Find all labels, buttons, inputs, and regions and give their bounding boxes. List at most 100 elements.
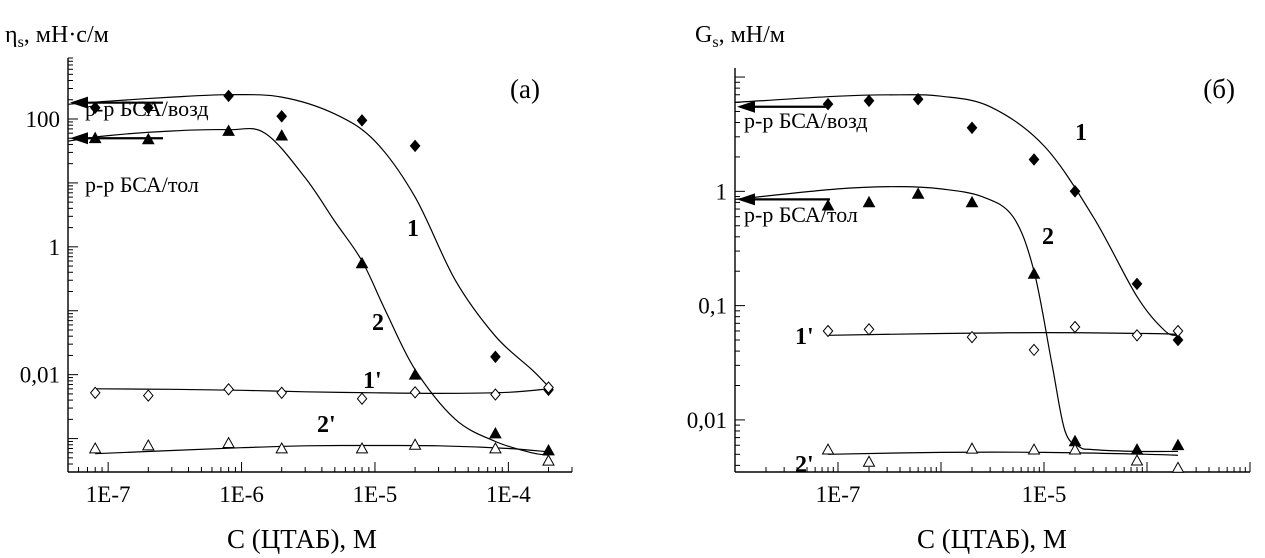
- panel-a-curve-1: [67, 94, 549, 388]
- panel-a-series-label-1prime: 1': [363, 368, 382, 394]
- panel-a-curve-2prime: [95, 444, 549, 455]
- panel-a-series-labels: 1 2 1' 2': [317, 216, 419, 438]
- panel-a-marker-1: [356, 114, 368, 127]
- panel-b-marker-2prime: [1027, 443, 1041, 455]
- panel-b-marker-2prime: [1068, 443, 1082, 455]
- panel-a-marker-2prime: [275, 441, 289, 454]
- panel-b-x-tick-label: 1E-5: [1022, 482, 1067, 507]
- panel-a-marker-1: [276, 110, 288, 123]
- panel-b-markers: [821, 92, 1185, 473]
- panel-b-reference-arrows: р-р БСА/возд р-р БСА/тол: [737, 100, 868, 227]
- panel-b-marker-1prime: [863, 323, 875, 336]
- panel-b-ylabel: Gs, мН/м: [695, 22, 785, 51]
- panel-b-curves: [734, 94, 1179, 456]
- panel-b-marker-2prime: [862, 455, 876, 467]
- panel-b-marker-2prime: [965, 442, 979, 454]
- panel-b-marker-2: [911, 187, 925, 199]
- panel-a-marker-1prime: [409, 386, 421, 399]
- panel-a-series-label-2prime: 2': [317, 412, 336, 438]
- panel-a-label: (а): [510, 74, 540, 104]
- panel-a-marker-1: [409, 139, 421, 153]
- panel-b-marker-2: [1171, 438, 1185, 451]
- panel-a-x-tick-label: 1E-4: [486, 482, 531, 507]
- panel-b-marker-1: [1131, 277, 1143, 291]
- panel-b-marker-2: [965, 195, 979, 208]
- panel-b-marker-1prime: [822, 324, 834, 338]
- panel-b-ref-toluene-label: р-р БСА/тол: [744, 202, 858, 227]
- panel-b-xlabel: C (ЦТАБ), М: [917, 524, 1067, 554]
- panel-a-markers: [88, 89, 555, 466]
- panel-b-marker-1: [1069, 185, 1081, 198]
- panel-a-ref-toluene-label: р-р БСА/тол: [85, 172, 199, 197]
- panel-a-curve-1prime: [95, 388, 549, 395]
- panel-a-marker-2: [408, 368, 422, 380]
- panel-a-marker-2prime: [542, 454, 555, 466]
- panel-a-axes: 1E-7 1E-6 1E-5 1E-4 0,01 1 100: [20, 57, 573, 507]
- panel-b-series-label-1: 1: [1075, 120, 1087, 146]
- panel-a-x-tick-label: 1E-5: [353, 482, 398, 507]
- panel-a-marker-1: [223, 89, 234, 103]
- panel-a-y-tick-label: 0,01: [20, 363, 60, 388]
- panel-b-series-labels: 1 2 1' 2': [795, 120, 1087, 478]
- panel-a-marker-1: [490, 350, 501, 364]
- panel-b-y-tick-label: 1: [716, 179, 728, 204]
- panel-b-marker-1: [912, 92, 924, 106]
- panel-a-marker-2prime: [355, 441, 369, 454]
- panel-b-marker-2: [821, 199, 835, 211]
- panel-b-marker-1: [966, 121, 978, 135]
- panel-b-series-label-2prime: 2': [795, 452, 814, 478]
- panel-a-marker-2prime: [141, 438, 155, 451]
- panel-a: ηs, мН·с/м (а) C (ЦТАБ), М 1E-7 1E-6 1E-5 1…: [5, 22, 573, 554]
- panel-b-series-label-1prime: 1': [795, 324, 814, 350]
- panel-b-marker-1: [1028, 153, 1040, 166]
- panel-b-ref-arrow-head: [737, 193, 755, 206]
- panel-a-ref-arrow-head: [70, 96, 88, 109]
- panel-a-marker-2: [542, 443, 555, 456]
- panel-a-marker-1prime: [356, 392, 368, 405]
- panel-b-marker-1prime: [1028, 343, 1040, 357]
- panel-a-ref-air-label: р-р БСА/возд: [85, 96, 209, 121]
- panel-a-marker-2prime: [408, 438, 422, 450]
- panel-b-ref-air-label: р-р БСА/возд: [744, 108, 868, 133]
- panel-b-label: (б): [1203, 74, 1235, 104]
- panel-a-marker-1prime: [276, 386, 288, 400]
- panel-b-y-tick-label: 0,01: [687, 408, 727, 433]
- panel-a-marker-1: [89, 101, 101, 114]
- panel-b-marker-1: [863, 94, 875, 108]
- panel-a-y-tick-label: 1: [49, 235, 61, 260]
- panel-a-marker-1prime: [490, 388, 501, 401]
- panel-b-marker-2: [862, 195, 876, 208]
- panel-a-curve-2: [67, 127, 549, 456]
- panel-b-ref-arrow-head: [737, 100, 755, 113]
- panel-b-marker-1prime: [1069, 320, 1081, 334]
- panel-a-reference-arrows: р-р БСА/возд р-р БСА/тол: [70, 96, 209, 197]
- panel-a-xlabel: C (ЦТАБ), М: [227, 524, 377, 554]
- panel-a-ylabel: ηs, мН·с/м: [5, 22, 109, 51]
- panel-b-marker-2prime: [1171, 461, 1185, 473]
- panel-b-marker-2prime: [1130, 454, 1144, 466]
- panel-b-marker-1: [1172, 333, 1184, 347]
- panel-a-x-tick-label: 1E-7: [86, 482, 131, 507]
- panel-b-marker-2prime: [821, 443, 835, 455]
- panel-b-curve-1: [734, 94, 1179, 336]
- panel-a-marker-1prime: [142, 389, 154, 402]
- panel-a-x-tick-label: 1E-6: [219, 482, 264, 507]
- panel-a-curves: [67, 94, 549, 456]
- panel-b-axes: 1E-7 1E-5 0,01 0,1 1: [687, 68, 1251, 507]
- panel-b-marker-1prime: [966, 330, 978, 344]
- panel-b-series-label-2: 2: [1042, 224, 1054, 250]
- panel-b-curve-1prime: [827, 331, 1179, 336]
- panel-a-marker-2: [489, 426, 502, 439]
- panel-a-ref-arrow-head: [70, 132, 88, 145]
- panel-b-y-tick-label: 0,1: [698, 294, 727, 319]
- panel-b: Gs, мН/м (б) C (ЦТАБ), М 1E-7 1E-5 0,01 0,1…: [687, 22, 1251, 554]
- panel-b-curve-2prime: [827, 451, 1179, 456]
- panel-a-marker-2prime: [222, 436, 235, 448]
- panel-b-marker-1prime: [1131, 329, 1143, 342]
- panel-b-marker-1prime: [1172, 324, 1184, 338]
- panel-a-marker-1prime: [89, 386, 101, 400]
- panel-b-marker-2: [1027, 267, 1041, 279]
- panel-a-marker-2prime: [489, 441, 502, 454]
- panel-a-series-label-1: 1: [407, 216, 419, 242]
